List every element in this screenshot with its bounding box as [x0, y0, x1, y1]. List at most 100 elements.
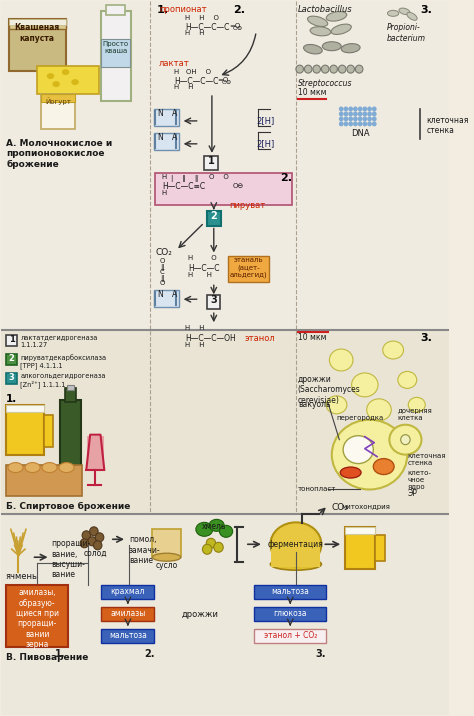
Circle shape — [358, 122, 363, 127]
Circle shape — [372, 117, 377, 122]
Ellipse shape — [196, 523, 213, 536]
Circle shape — [353, 122, 358, 127]
Text: 3.: 3. — [420, 333, 432, 343]
Bar — [9, 19, 65, 29]
Circle shape — [367, 122, 372, 127]
Ellipse shape — [343, 436, 374, 463]
Circle shape — [363, 122, 367, 127]
Circle shape — [348, 117, 353, 122]
Bar — [345, 528, 375, 569]
Text: 3.: 3. — [316, 649, 326, 659]
Text: дрожжи: дрожжи — [181, 611, 218, 619]
Bar — [6, 465, 82, 496]
Bar — [255, 585, 326, 599]
Text: Б. Спиртовое брожение: Б. Спиртовое брожение — [6, 501, 130, 511]
Ellipse shape — [326, 396, 347, 414]
Text: Lactobacillus: Lactobacillus — [298, 6, 353, 14]
Text: 1: 1 — [208, 156, 214, 166]
Text: ‖: ‖ — [160, 276, 164, 282]
Bar — [6, 354, 18, 365]
Ellipse shape — [326, 11, 347, 21]
Ellipse shape — [383, 341, 403, 359]
Text: H        O: H O — [188, 256, 217, 261]
Ellipse shape — [71, 79, 79, 85]
Circle shape — [348, 107, 353, 112]
Text: А. Молочнокислое и
пропионовокислое
брожение: А. Молочнокислое и пропионовокислое брож… — [6, 139, 112, 169]
Text: O: O — [159, 280, 164, 286]
Text: тонопласт: тонопласт — [298, 486, 336, 493]
Circle shape — [348, 112, 353, 117]
Text: =O: =O — [218, 77, 229, 83]
Ellipse shape — [310, 26, 331, 36]
Bar — [6, 373, 18, 384]
Text: хмель: хмель — [201, 523, 226, 531]
Bar — [228, 256, 270, 282]
Text: H—C—C—OH: H—C—C—OH — [185, 334, 236, 343]
Text: митохондрия: митохондрия — [341, 505, 390, 511]
Circle shape — [353, 112, 358, 117]
Circle shape — [339, 112, 344, 117]
Bar — [41, 94, 75, 129]
Bar — [1, 1, 449, 330]
Bar — [155, 173, 292, 205]
Bar — [101, 629, 155, 643]
Text: 2[H]: 2[H] — [256, 116, 275, 125]
Circle shape — [367, 107, 372, 112]
Text: клеточная
стенка: клеточная стенка — [426, 116, 469, 135]
Bar — [100, 11, 131, 101]
Circle shape — [313, 65, 320, 73]
Ellipse shape — [341, 44, 360, 53]
Circle shape — [401, 435, 410, 445]
Ellipse shape — [387, 10, 399, 16]
Circle shape — [344, 122, 348, 127]
Ellipse shape — [398, 372, 417, 388]
Circle shape — [344, 117, 348, 122]
Bar — [1, 514, 449, 715]
Bar — [6, 405, 44, 412]
Bar — [155, 109, 179, 126]
Text: =O: =O — [229, 24, 240, 29]
Text: C: C — [159, 269, 164, 276]
Text: мальтоза: мальтоза — [271, 587, 309, 596]
Text: пропионат: пропионат — [159, 6, 207, 14]
Text: амилазы: амилазы — [110, 609, 146, 618]
Bar — [155, 290, 179, 307]
Bar — [106, 6, 125, 15]
Text: Streptococcus: Streptococcus — [298, 79, 352, 88]
Text: |    ‖    ‖: | ‖ ‖ — [162, 175, 198, 182]
Text: 1.: 1. — [55, 649, 65, 659]
Circle shape — [363, 117, 367, 122]
Ellipse shape — [59, 463, 74, 473]
Text: 2[H]: 2[H] — [256, 139, 275, 147]
Bar — [101, 607, 155, 621]
Text: 2.: 2. — [280, 173, 292, 183]
Text: O    O: O O — [209, 174, 229, 180]
Ellipse shape — [408, 397, 425, 412]
Ellipse shape — [219, 526, 233, 537]
Text: Propioni-
bacterium: Propioni- bacterium — [386, 24, 426, 43]
Bar — [1, 330, 449, 514]
Bar — [6, 335, 18, 346]
Text: пируват: пируват — [229, 200, 266, 210]
Circle shape — [358, 112, 363, 117]
Bar — [60, 400, 81, 468]
Ellipse shape — [47, 73, 54, 79]
Circle shape — [363, 112, 367, 117]
Text: сусло: сусло — [155, 561, 178, 570]
Text: мальтоза: мальтоза — [109, 631, 147, 640]
Circle shape — [339, 117, 344, 122]
Ellipse shape — [389, 425, 421, 455]
Ellipse shape — [374, 459, 394, 475]
Text: 3.: 3. — [420, 6, 432, 15]
Circle shape — [296, 65, 303, 73]
Ellipse shape — [352, 373, 378, 397]
Circle shape — [304, 65, 312, 73]
Ellipse shape — [367, 399, 391, 421]
Ellipse shape — [153, 553, 181, 561]
Text: 1.: 1. — [6, 394, 18, 404]
Ellipse shape — [209, 519, 224, 531]
Circle shape — [344, 107, 348, 112]
Text: алкогольдегидрогеназа
[Zn²⁺] 1.1.1.1: алкогольдегидрогеназа [Zn²⁺] 1.1.1.1 — [20, 373, 106, 388]
Text: этаналь
(ацет-
альдегид): этаналь (ацет- альдегид) — [230, 257, 267, 279]
Ellipse shape — [399, 8, 410, 14]
